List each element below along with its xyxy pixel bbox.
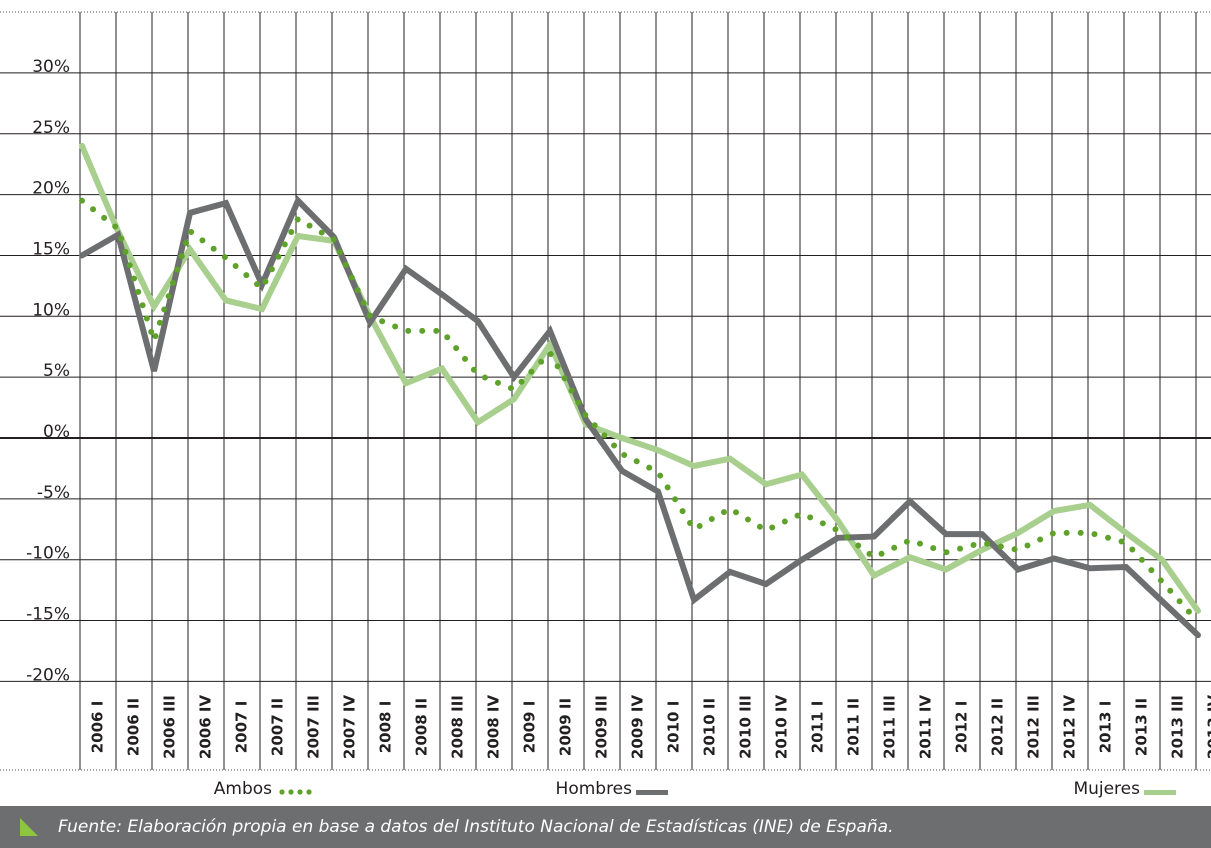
x-tick-label: 2012 IV: [1061, 695, 1079, 760]
x-tick-label: 2007 II: [269, 698, 287, 756]
x-tick-label: 2011 I: [809, 701, 827, 754]
x-tick-label: 2009 IV: [629, 695, 647, 760]
y-tick-label: 10%: [32, 300, 70, 320]
x-tick-label: 2012 III: [1025, 695, 1043, 759]
legend-swatch: [297, 789, 303, 795]
y-tick-label: 20%: [32, 179, 70, 199]
source-icon: [20, 818, 38, 836]
y-tick-label: 5%: [43, 361, 70, 381]
legend-swatch: [636, 790, 668, 795]
x-tick-label: 2009 III: [593, 695, 611, 759]
source-bar: [0, 806, 1211, 848]
legend-label: Hombres: [556, 779, 633, 799]
x-tick-label: 2010 I: [665, 701, 683, 754]
x-tick-label: 2009 I: [521, 701, 539, 754]
x-tick-label: 2013 IV: [1205, 695, 1211, 760]
series-line: [79, 197, 1201, 625]
x-tick-label: 2006 III: [161, 695, 179, 759]
x-tick-label: 2012 I: [953, 701, 971, 754]
legend-swatch: [288, 789, 294, 795]
legend-swatch: [279, 789, 285, 795]
x-tick-label: 2013 III: [1169, 695, 1187, 759]
series-line: [79, 142, 1201, 614]
x-tick-label: 2008 IV: [485, 695, 503, 760]
x-tick-label: 2008 III: [449, 695, 467, 759]
x-tick-label: 2013 II: [1133, 698, 1151, 756]
y-tick-label: -20%: [26, 665, 70, 685]
x-tick-label: 2006 II: [125, 698, 143, 756]
x-tick-label: 2010 IV: [773, 695, 791, 760]
series-line: [79, 195, 1201, 639]
y-tick-label: -15%: [26, 605, 70, 625]
legend-swatch: [1144, 790, 1176, 795]
x-tick-label: 2006 I: [89, 701, 107, 754]
source-text: Fuente: Elaboración propia en base a dat…: [58, 817, 893, 837]
x-tick-label: 2010 III: [737, 695, 755, 759]
x-tick-label: 2013 I: [1097, 701, 1115, 754]
legend-label: Mujeres: [1073, 779, 1140, 799]
y-tick-label: 15%: [32, 239, 70, 259]
x-tick-label: 2008 I: [377, 701, 395, 754]
y-tick-label: -10%: [26, 544, 70, 564]
x-tick-label: 2011 II: [845, 698, 863, 756]
x-tick-label: 2008 II: [413, 698, 431, 756]
y-tick-label: 25%: [32, 118, 70, 138]
x-tick-label: 2010 II: [701, 698, 719, 756]
y-tick-label: -5%: [37, 483, 70, 503]
x-tick-label: 2012 II: [989, 698, 1007, 756]
legend-swatch: [306, 789, 312, 795]
x-tick-label: 2006 IV: [197, 695, 215, 760]
x-tick-label: 2011 IV: [917, 695, 935, 760]
x-tick-label: 2007 IV: [341, 695, 359, 760]
x-tick-label: 2011 III: [881, 695, 899, 759]
legend-label: Ambos: [214, 779, 272, 799]
y-tick-label: 30%: [32, 57, 70, 77]
x-tick-label: 2007 I: [233, 701, 251, 754]
x-tick-label: 2007 III: [305, 695, 323, 759]
x-tick-label: 2009 II: [557, 698, 575, 756]
